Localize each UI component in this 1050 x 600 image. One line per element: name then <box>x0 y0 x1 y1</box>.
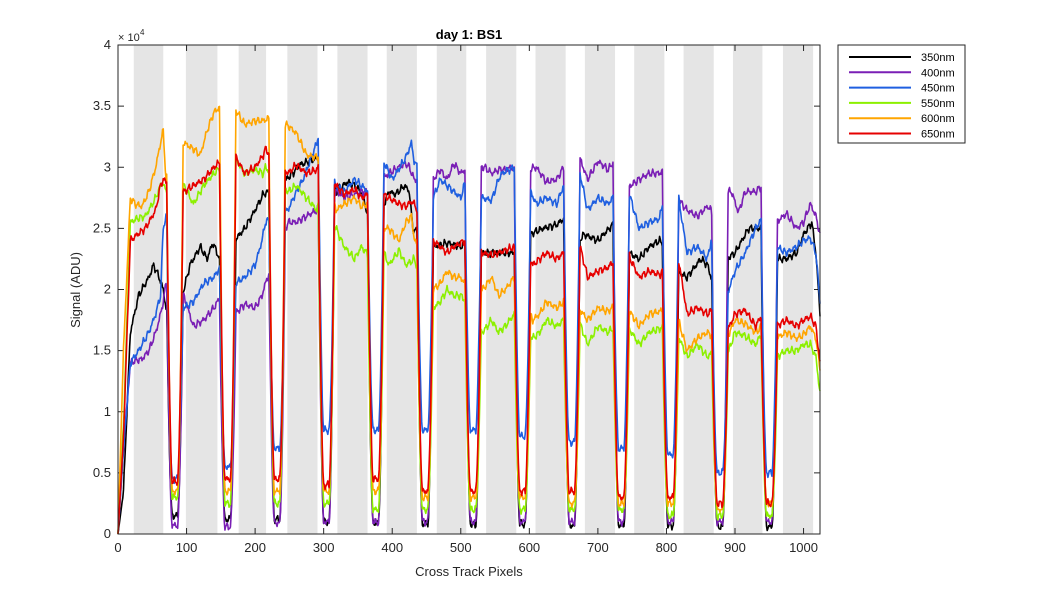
legend-label-400nm: 400nm <box>921 67 955 79</box>
shaded-band-7 <box>436 45 467 534</box>
shaded-band-11 <box>634 45 665 534</box>
x-tick-label: 300 <box>313 540 335 555</box>
legend-box <box>837 44 966 144</box>
x-tick-label: 800 <box>656 540 678 555</box>
y-tick-label: 1 <box>104 404 111 419</box>
series-lines <box>117 105 821 535</box>
shaded-band-3 <box>238 45 267 534</box>
shaded-band-14 <box>782 45 814 534</box>
shaded-bands <box>133 45 814 534</box>
y-tick-labels: 0 0.5 1 1.5 2 2.5 3 3.5 4 <box>93 37 111 541</box>
shaded-band-2 <box>185 45 218 534</box>
shaded-band-9 <box>535 45 566 534</box>
shaded-band-1 <box>133 45 164 534</box>
x-tick-label: 400 <box>381 540 403 555</box>
y-tick-label: 3 <box>104 159 111 174</box>
chart-title: day 1: BS1 <box>436 27 502 42</box>
series-line-450nm <box>117 137 821 535</box>
x-tick-label: 100 <box>176 540 198 555</box>
x-tick-label: 900 <box>724 540 746 555</box>
series-line-650nm <box>117 145 821 535</box>
x-tick-label: 1000 <box>789 540 818 555</box>
legend: 350nm 400nm 450nm 550nm 600nm 650nm <box>837 44 966 144</box>
legend-label-450nm: 450nm <box>921 83 955 95</box>
y-tick-label: 2 <box>104 282 111 297</box>
x-axis-label: Cross Track Pixels <box>415 564 523 579</box>
shaded-band-12 <box>683 45 714 534</box>
axes-box <box>117 44 821 535</box>
y-exponent-power: 4 <box>140 28 145 37</box>
shaded-band-13 <box>732 45 763 534</box>
x-tick-label: 700 <box>587 540 609 555</box>
y-tick-label: 3.5 <box>93 98 111 113</box>
y-tick-label: 2.5 <box>93 220 111 235</box>
x-tick-label: 0 <box>114 540 121 555</box>
legend-label-650nm: 650nm <box>921 129 955 141</box>
legend-label-600nm: 600nm <box>921 113 955 125</box>
shaded-band-5 <box>337 45 368 534</box>
x-tick-label: 200 <box>244 540 266 555</box>
x-tick-labels: 0 100 200 300 400 500 600 700 800 900 1000 <box>114 540 818 555</box>
y-axis-label: Signal (ADU) <box>68 252 83 328</box>
legend-label-550nm: 550nm <box>921 98 955 110</box>
x-tick-label: 500 <box>450 540 472 555</box>
y-tick-label: 1.5 <box>93 343 111 358</box>
shaded-band-10 <box>584 45 616 534</box>
y-tick-label: 0 <box>104 526 111 541</box>
shaded-band-6 <box>386 45 417 534</box>
y-exponent-label: × 10 <box>118 32 140 44</box>
legend-label-350nm: 350nm <box>921 52 955 64</box>
shaded-band-4 <box>287 45 318 534</box>
x-tick-label: 600 <box>518 540 540 555</box>
y-tick-label: 0.5 <box>93 465 111 480</box>
y-tick-label: 4 <box>104 37 111 52</box>
